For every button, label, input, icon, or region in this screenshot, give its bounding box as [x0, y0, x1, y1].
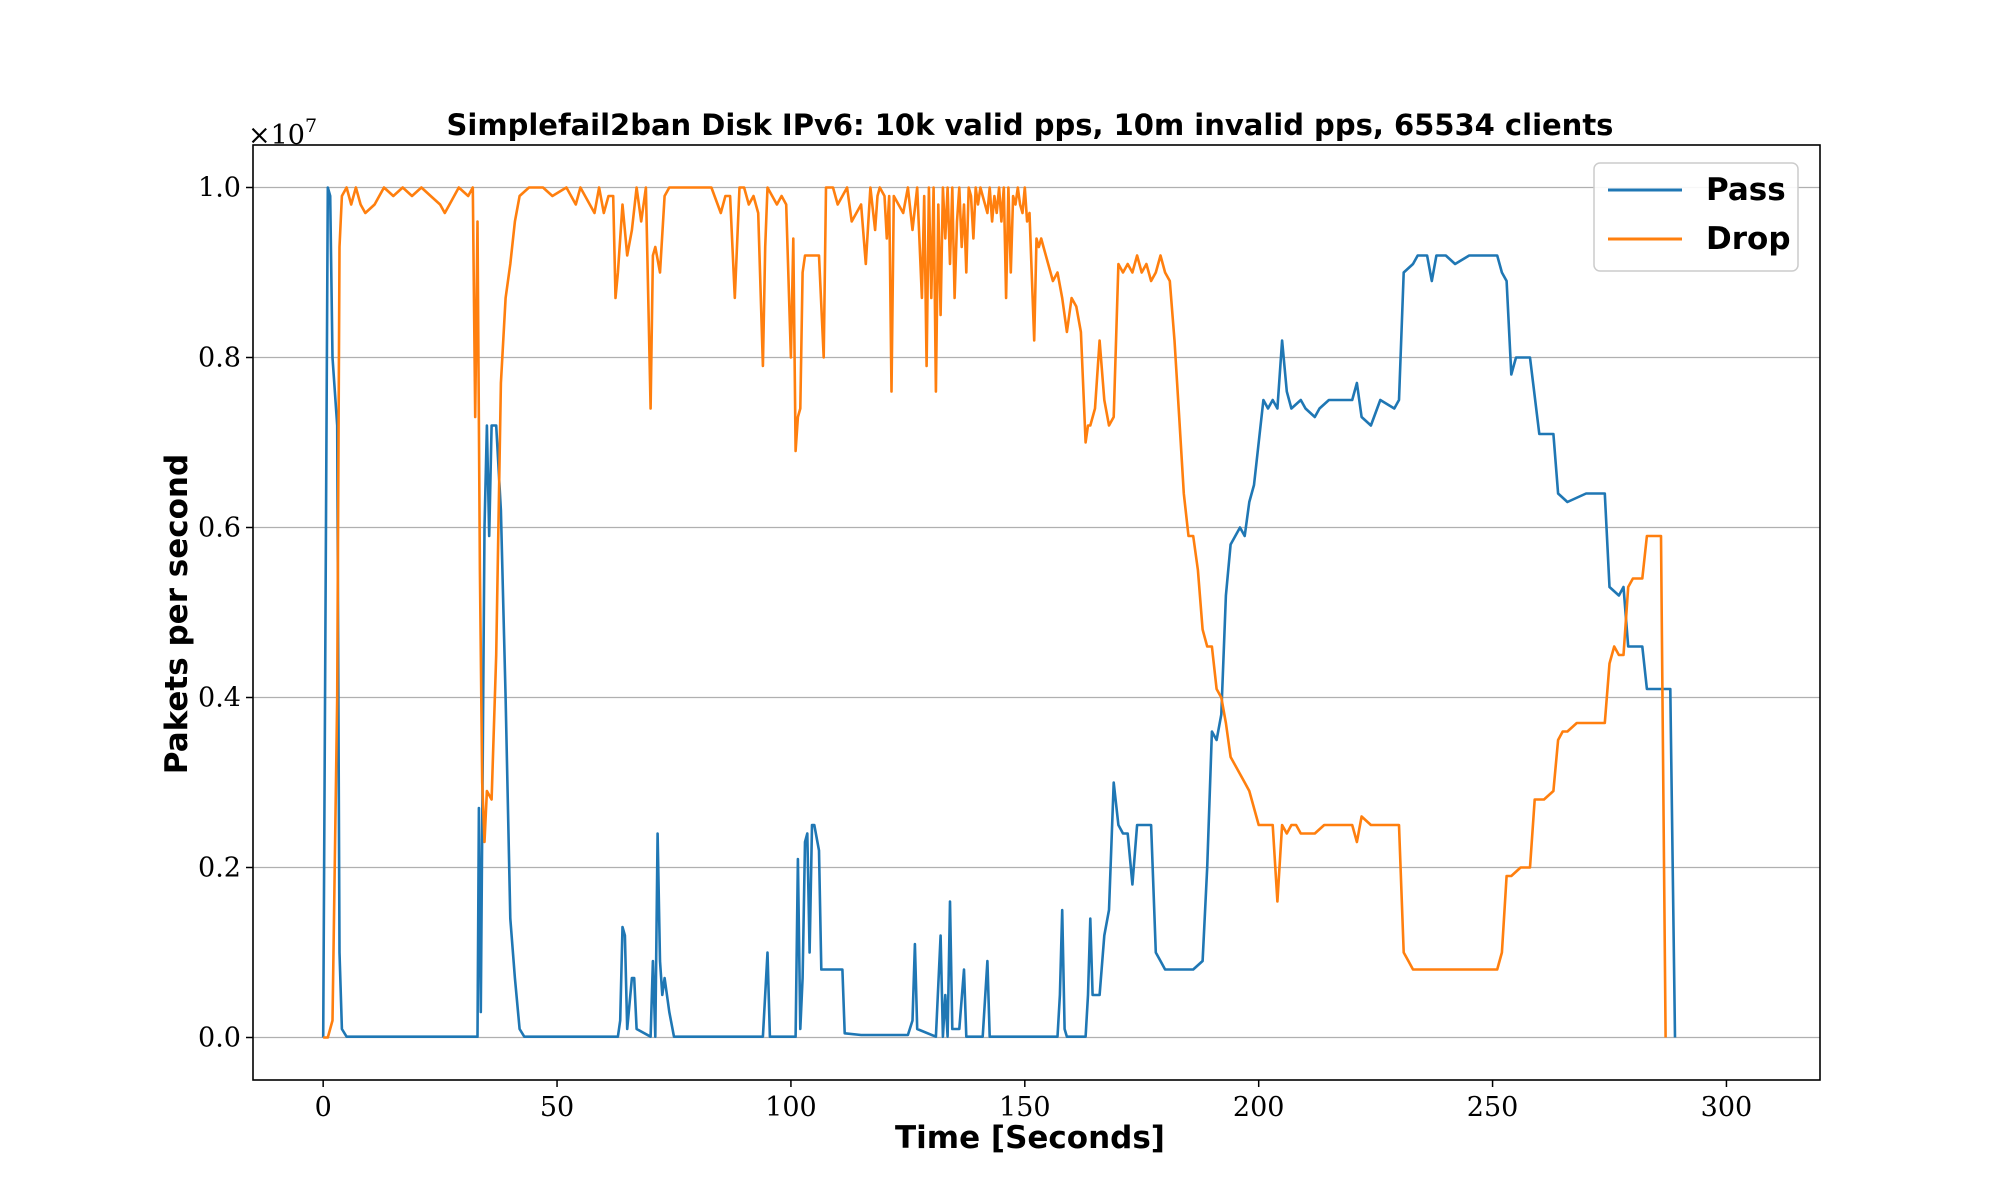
- y-tick-label: 0.6: [198, 513, 241, 544]
- x-tick-label: 0: [315, 1092, 332, 1123]
- y-axis-multiplier: ×107: [248, 115, 317, 151]
- y-tick-label: 0.2: [198, 853, 241, 884]
- legend: Pass Drop: [1593, 162, 1799, 272]
- x-tick-label: 150: [999, 1092, 1051, 1123]
- y-tick-label: 1.0: [198, 173, 241, 204]
- y-tick-label: 0.4: [198, 683, 241, 714]
- x-axis-label: Time [Seconds]: [895, 1120, 1165, 1156]
- legend-label-pass: Pass: [1706, 172, 1786, 208]
- y-axis-label: Pakets per second: [159, 454, 195, 774]
- series-lines: [321, 186, 1677, 1039]
- x-tick-label: 200: [1233, 1092, 1285, 1123]
- chart-title: Simplefail2ban Disk IPv6: 10k valid pps,…: [447, 108, 1614, 142]
- plot-area-frame: [252, 144, 1821, 1081]
- y-axis-multiplier-exponent: 7: [305, 115, 317, 137]
- grid-lines: [253, 186, 1820, 1039]
- legend-label-drop: Drop: [1706, 221, 1791, 257]
- series-line-drop: [323, 186, 1667, 1039]
- y-tick-label: 0.0: [198, 1023, 241, 1054]
- x-tick-label: 100: [765, 1092, 817, 1123]
- x-axis-ticks: 0 50 100 150 200 250 300: [315, 1080, 1753, 1123]
- x-tick-label: 300: [1701, 1092, 1753, 1123]
- y-axis-ticks: 0.0 0.2 0.4 0.6 0.8 1.0: [198, 173, 253, 1054]
- x-tick-label: 50: [540, 1092, 574, 1123]
- y-axis-multiplier-base: ×10: [248, 120, 305, 151]
- x-tick-label: 250: [1467, 1092, 1519, 1123]
- series-line-pass: [321, 186, 1677, 1038]
- y-tick-label: 0.8: [198, 343, 241, 374]
